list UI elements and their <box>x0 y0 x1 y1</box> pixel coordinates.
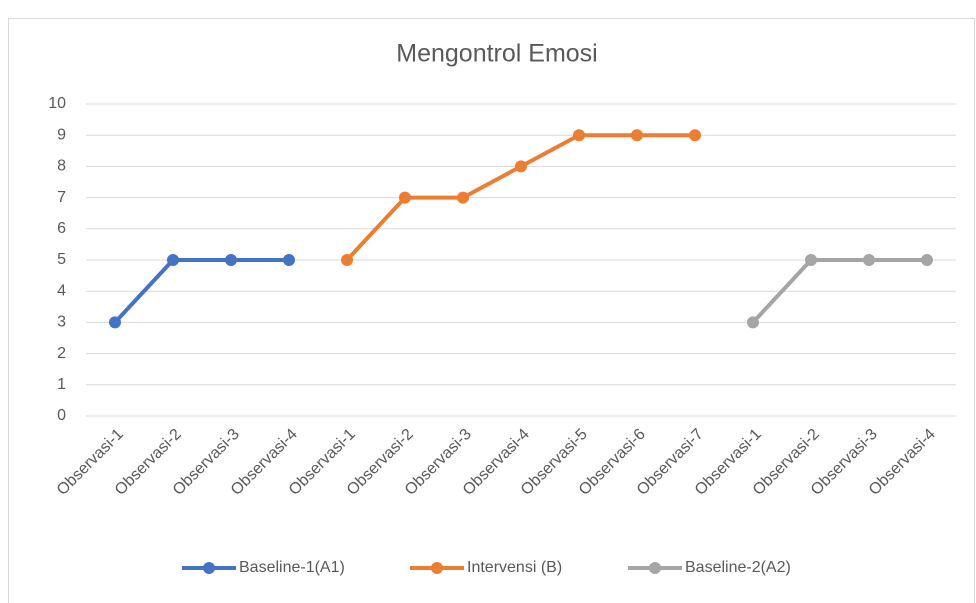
point <box>689 129 701 142</box>
point <box>573 129 585 142</box>
point <box>631 129 643 142</box>
legend-marker <box>431 562 443 574</box>
y-tick-label: 2 <box>57 345 66 362</box>
legend-label: Baseline-2(A2) <box>685 559 791 576</box>
chart-title: Mengontrol Emosi <box>396 40 597 68</box>
y-tick-label: 0 <box>57 407 66 424</box>
point <box>399 191 411 204</box>
y-tick-label: 6 <box>57 220 66 237</box>
y-tick-label: 1 <box>57 376 66 393</box>
y-tick-label: 4 <box>57 282 66 299</box>
point <box>921 254 933 266</box>
point <box>747 316 759 329</box>
y-tick-label: 5 <box>57 251 66 268</box>
y-tick-label: 7 <box>57 189 66 206</box>
point <box>457 191 469 204</box>
point <box>805 254 817 266</box>
point <box>167 254 179 266</box>
series-line <box>751 258 927 324</box>
chart-border <box>8 18 975 603</box>
series-line <box>113 258 289 324</box>
point <box>863 254 875 266</box>
legend-label: Intervensi (B) <box>467 559 562 576</box>
point <box>341 254 353 266</box>
point <box>515 160 527 173</box>
y-tick-label: 8 <box>57 158 66 175</box>
y-tick-label: 9 <box>57 126 66 143</box>
point <box>283 254 295 266</box>
y-tick-label: 3 <box>57 314 66 331</box>
legend-label: Baseline-1(A1) <box>239 559 345 576</box>
y-tick-label: 10 <box>48 95 66 112</box>
point <box>225 254 237 266</box>
point <box>109 316 121 329</box>
legend-marker <box>649 562 661 574</box>
legend-marker <box>203 562 215 574</box>
